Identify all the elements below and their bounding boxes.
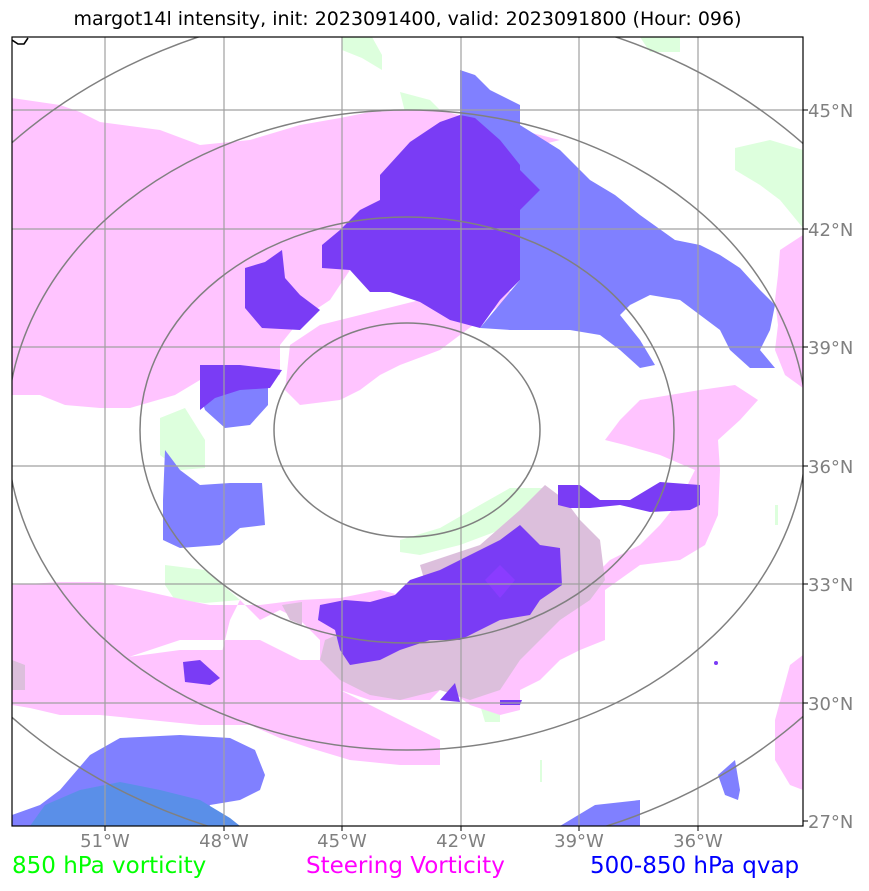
lon-label: 42°W [436,831,486,852]
vorticity-850-patch [540,760,542,782]
overlap-patch [282,602,302,625]
vorticity-850-patch [400,488,545,555]
lon-label: 51°W [80,831,130,852]
lon-label: 36°W [673,831,723,852]
qvap-dark-patch [500,160,540,210]
qvap-layer [12,70,775,826]
coastline [12,37,29,45]
lat-labels: 45°N 42°N 39°N 36°N 33°N 30°N 27°N [808,101,853,833]
qvap-patch [560,800,640,826]
map-title: margot14l intensity, init: 2023091400, v… [73,8,742,30]
legend-vorticity-850: 850 hPa vorticity [12,853,207,879]
range-ring-2 [139,216,675,644]
qvap-west-patch [163,450,265,548]
lon-labels: 51°W 48°W 45°W 42°W 39°W 36°W [80,831,723,852]
qvap-dark-patch [440,683,460,702]
qvap-dark-patch [200,365,282,410]
range-rings [12,37,803,826]
lat-tick-marks [803,109,808,822]
qvap-dark-patch [183,660,220,685]
lon-label: 48°W [199,831,249,852]
lat-label: 42°N [808,220,853,241]
qvap-dark-dot [714,661,718,665]
range-ring-inner [273,322,541,538]
vorticity-850-patch [400,92,440,112]
qvap-dark-east-patch [558,482,700,512]
qvap-dark-layer [183,115,718,705]
lat-label: 27°N [808,812,853,833]
lat-label: 45°N [808,101,853,122]
lat-label: 39°N [808,338,853,359]
steering-vorticity-south-band [12,650,440,765]
lon-label: 45°W [317,831,367,852]
steering-vorticity-east-patch [775,235,803,388]
vorticity-850-patch [342,37,382,70]
plot-frame [11,36,804,827]
lat-label: 36°N [808,457,853,478]
vorticity-850-patch [160,408,205,470]
qvap-dark-patch [245,250,320,330]
qvap-north-patch [460,70,775,368]
qvap-patch [700,286,720,305]
qvap-dark-south-patch [318,525,562,665]
lat-label: 33°N [808,575,853,596]
vorticity-850-patch [640,37,680,52]
vorticity-850-layer [160,37,803,782]
overlap-patch [12,660,25,690]
vorticity-850-patch [735,140,803,228]
qvap-dark-patch [485,565,515,598]
qvap-patch [718,760,740,800]
legend-steering-vorticity: Steering Vorticity [306,853,505,879]
lon-tick-marks [104,826,699,831]
qvap-southwest-patch [30,782,240,826]
vorticity-850-patch [775,505,778,525]
steering-vorticity-southeast-patch [775,655,803,790]
lat-label: 30°N [808,694,853,715]
lon-label: 39°W [554,831,604,852]
qvap-patch [200,388,268,428]
range-ring-3 [12,109,803,751]
qvap-dark-north-patch [322,115,520,328]
legend-qvap: 500-850 hPa qvap [590,853,800,879]
